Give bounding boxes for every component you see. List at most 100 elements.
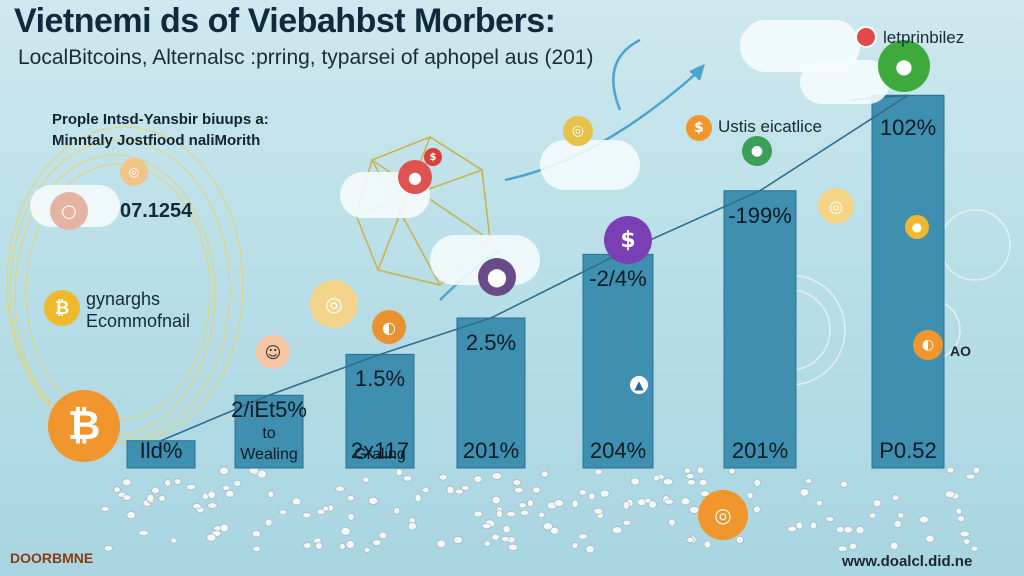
crowd-dot (599, 489, 610, 498)
side-mark: AO (950, 343, 971, 359)
bar-top-label: 102% (879, 115, 937, 140)
coin-icon: ● (878, 40, 930, 92)
crowd-dot (652, 474, 660, 482)
crowd-dot (113, 486, 121, 493)
crowd-dot (728, 467, 736, 475)
bar-bottom-label: 201% (462, 438, 520, 463)
left-label-line: Ecommofnail (86, 311, 191, 331)
crowd-dot (746, 492, 754, 500)
crowd-dot (944, 490, 955, 499)
crowd-dot (502, 524, 511, 534)
crowd-dot (897, 512, 905, 519)
bitcoin-coin-icon: ₿ (48, 390, 120, 462)
crowd-dot (454, 488, 464, 495)
note-text: Prople Intsd-Yansbir biuups a: Minntaly … (52, 109, 269, 151)
crowd-dot (461, 485, 470, 491)
crowd-dot (753, 505, 761, 514)
chart-title: Vietnemi ds of Viebahbst Morbers: (14, 2, 556, 40)
crowd-dot (122, 478, 132, 487)
coin-icon: ● (398, 160, 432, 194)
bar (126, 440, 196, 469)
crowd-dot (473, 475, 483, 483)
crowd-dot (537, 511, 546, 519)
dollar-icon: $ (424, 148, 442, 166)
crowd-dot (571, 499, 579, 508)
coin-icon: ● (905, 215, 929, 239)
crowd-dot (630, 477, 640, 486)
crowd-dot (890, 541, 899, 551)
crowd-dot (251, 529, 261, 538)
crowd-dot (553, 499, 564, 508)
bar-top-label: 2/iEt5% (231, 397, 307, 423)
crowd-dot (696, 466, 705, 474)
coin-icon: ◎ (563, 116, 593, 146)
crowd-dot (825, 516, 835, 523)
crowd-dot (868, 512, 877, 519)
left-number: 07.1254 (120, 200, 193, 222)
coin-icon: ◐ (913, 330, 943, 360)
crowd-dot (174, 478, 182, 485)
crowd-dot (362, 476, 370, 483)
crowd-dot (571, 542, 579, 549)
coin-icon: ◎ (818, 188, 854, 224)
crowd-dot (578, 489, 587, 496)
crowd-dot (100, 506, 110, 512)
crowd-dot (146, 493, 155, 503)
crowd-dot (946, 466, 955, 474)
crowd-dot (491, 496, 501, 505)
crowd-dot (393, 507, 401, 515)
left-label: gynarghs Ecommofnail (86, 288, 190, 332)
crowd-dot (201, 492, 209, 500)
crowd-dot (103, 545, 113, 552)
crowd-dot (703, 540, 712, 549)
crowd-dot (207, 490, 216, 500)
crowd-dot (588, 492, 596, 501)
crowd-dot (956, 515, 965, 523)
crowd-dot (799, 488, 810, 497)
bar-bottom-label: 2x117 (350, 438, 410, 463)
crowd-dot (955, 507, 963, 515)
crowd-dot (345, 540, 355, 549)
coin-icon: ◎ (310, 280, 358, 328)
crowd-dot (795, 521, 803, 530)
crowd-dot (252, 545, 261, 552)
note-line: Minntaly Jostfiood naliMorith (52, 132, 261, 149)
bar-bottom-label: 204% (589, 438, 647, 463)
chart-subtitle: LocalBitcoins, Alternalsc :prring, typar… (18, 46, 594, 69)
crowd-dot (395, 468, 403, 477)
coin-icon: ◐ (372, 310, 406, 344)
brand-name: letprinbilez (883, 28, 965, 47)
crowd-dot (965, 473, 976, 480)
bar-sub-label: Graling (354, 446, 406, 463)
coin-icon: ○ (50, 192, 88, 230)
crowd-dot (158, 495, 166, 502)
crowd-dot (512, 479, 522, 486)
footer-url: www.doalcl.did.ne (842, 553, 973, 570)
crowd-dot (491, 533, 500, 541)
bar-bottom-label: P0.52 (879, 438, 937, 463)
crowd-dot (279, 509, 288, 516)
usd-label: Ustis eicatlice (718, 117, 822, 136)
crowd-dot (322, 505, 330, 512)
crowd-dot (959, 530, 970, 538)
crowd-dot (513, 486, 524, 494)
crowd-dot (421, 487, 430, 494)
crowd-dot (663, 498, 674, 505)
bar (234, 394, 304, 469)
crowd-dot (753, 478, 761, 487)
crowd-dot (532, 486, 541, 494)
crowd-dot (138, 530, 149, 536)
crowd-dot (225, 489, 235, 498)
footer-logo-text: DOORBMNE (10, 550, 94, 566)
crowd-dot (170, 537, 178, 544)
crowd-dot (527, 499, 534, 508)
crowd-dot (925, 535, 935, 543)
crowd-dot (578, 533, 589, 540)
crowd-dot (439, 474, 448, 481)
crowd-dot (622, 501, 630, 510)
dollar-coin-icon: $ (604, 216, 652, 264)
crowd-dot (483, 540, 491, 547)
note-line: Prople Intsd-Yansbir biuups a: (52, 111, 269, 128)
crowd-dot (972, 466, 980, 475)
crowd-dot (315, 542, 323, 550)
